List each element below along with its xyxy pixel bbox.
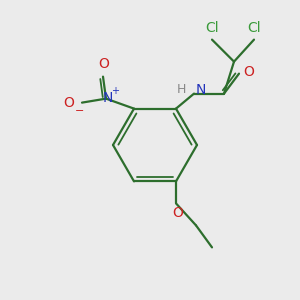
Text: O: O [99, 57, 110, 70]
Text: O: O [63, 96, 74, 110]
Text: Cl: Cl [205, 21, 219, 34]
Text: N: N [103, 91, 113, 105]
Text: Cl: Cl [247, 21, 261, 34]
Text: N: N [196, 82, 206, 97]
Text: O: O [243, 64, 254, 79]
Text: H: H [177, 83, 186, 96]
Text: O: O [172, 206, 183, 220]
Text: −: − [75, 106, 85, 116]
Text: +: + [111, 85, 119, 96]
